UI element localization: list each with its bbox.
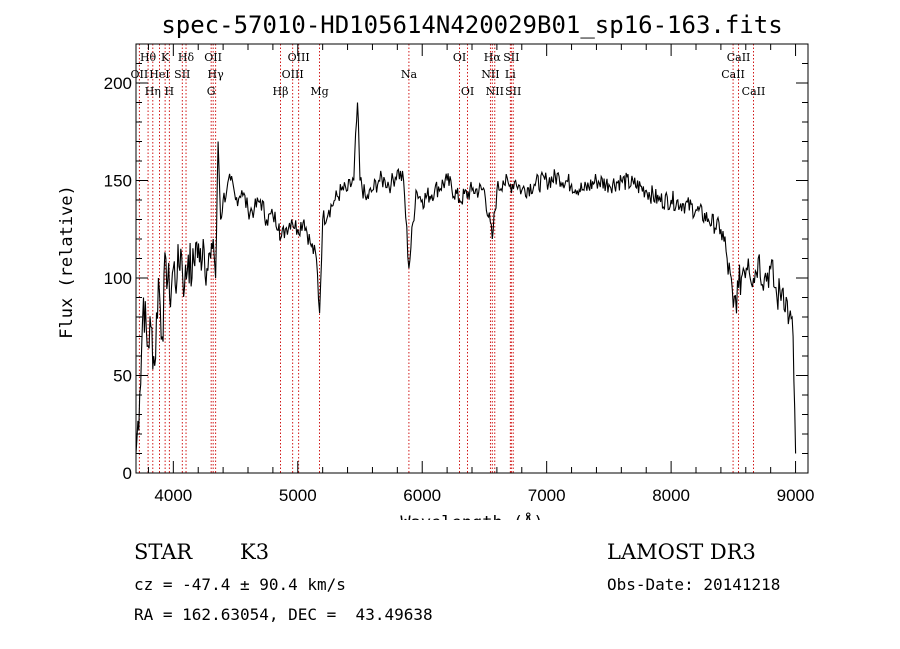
plot-frame bbox=[135, 43, 809, 474]
spectral-line-label: OII bbox=[131, 68, 149, 81]
spectral-line-label: Hδ bbox=[178, 51, 195, 64]
chart-title: spec-57010-HD105614N420029B01_sp16-163.f… bbox=[161, 11, 782, 39]
y-tick-label: 100 bbox=[104, 269, 132, 288]
x-axis-label: Wavelength (Å) bbox=[400, 511, 543, 520]
spectral-line-label: NII bbox=[486, 85, 504, 98]
spectral-line-label: Na bbox=[401, 68, 418, 81]
x-tick-label: 7000 bbox=[528, 486, 566, 505]
spectral-line-label: Mg bbox=[310, 85, 328, 98]
observation-date: Obs-Date: 20141218 bbox=[607, 575, 781, 594]
x-tick-label: 6000 bbox=[403, 486, 441, 505]
spectral-line-label: Hη bbox=[145, 85, 161, 98]
spectrum-series-line bbox=[135, 102, 797, 454]
object-class: STAR bbox=[134, 540, 193, 564]
object-subclass: K3 bbox=[240, 540, 270, 564]
x-tick-label: 4000 bbox=[154, 486, 192, 505]
spectral-line-label: OIII bbox=[288, 51, 310, 64]
x-tick-label: 5000 bbox=[279, 486, 317, 505]
survey-name: LAMOST DR3 bbox=[607, 540, 756, 564]
spectral-line-label: CaII bbox=[742, 85, 766, 98]
spectral-line-label: OIII bbox=[282, 68, 304, 81]
spectral-line-label: SII bbox=[505, 85, 521, 98]
spectral-line-label: Hθ bbox=[140, 51, 157, 64]
spectral-line-label: H bbox=[165, 85, 175, 98]
spectral-line-label: Hα bbox=[484, 51, 502, 64]
spectral-line-label: G bbox=[207, 85, 216, 98]
spectral-line-label: Hβ bbox=[273, 85, 289, 98]
spectral-line-label: Hγ bbox=[208, 68, 225, 81]
spectral-line-label: SII bbox=[503, 51, 519, 64]
spectral-line-label: SII bbox=[174, 68, 190, 81]
spectral-line-label: OI bbox=[453, 51, 466, 64]
spectral-line-label: CaII bbox=[727, 51, 751, 64]
spectral-line-label: OII bbox=[204, 51, 222, 64]
y-tick-label: 200 bbox=[104, 74, 132, 93]
y-tick-label: 150 bbox=[104, 172, 132, 191]
spectral-line-label: HeI bbox=[149, 68, 169, 81]
y-tick-label: 50 bbox=[113, 367, 132, 386]
spectrum-chart: spec-57010-HD105614N420029B01_sp16-163.f… bbox=[57, 11, 815, 520]
spectral-line-label: NII bbox=[481, 68, 499, 81]
spectral-line-label: CaII bbox=[721, 68, 745, 81]
redshift-cz: cz = -47.4 ± 90.4 km/s bbox=[134, 575, 346, 594]
y-axis-label: Flux (relative) bbox=[57, 185, 77, 339]
x-tick-label: 8000 bbox=[652, 486, 690, 505]
ra-dec-coordinates: RA = 162.63054, DEC = 43.49638 bbox=[134, 605, 433, 624]
spectral-line-label: K bbox=[161, 51, 170, 64]
x-tick-label: 9000 bbox=[777, 486, 815, 505]
y-tick-label: 0 bbox=[123, 464, 132, 483]
spectral-line-label: OI bbox=[461, 85, 474, 98]
spectral-line-label: Li bbox=[505, 68, 516, 81]
